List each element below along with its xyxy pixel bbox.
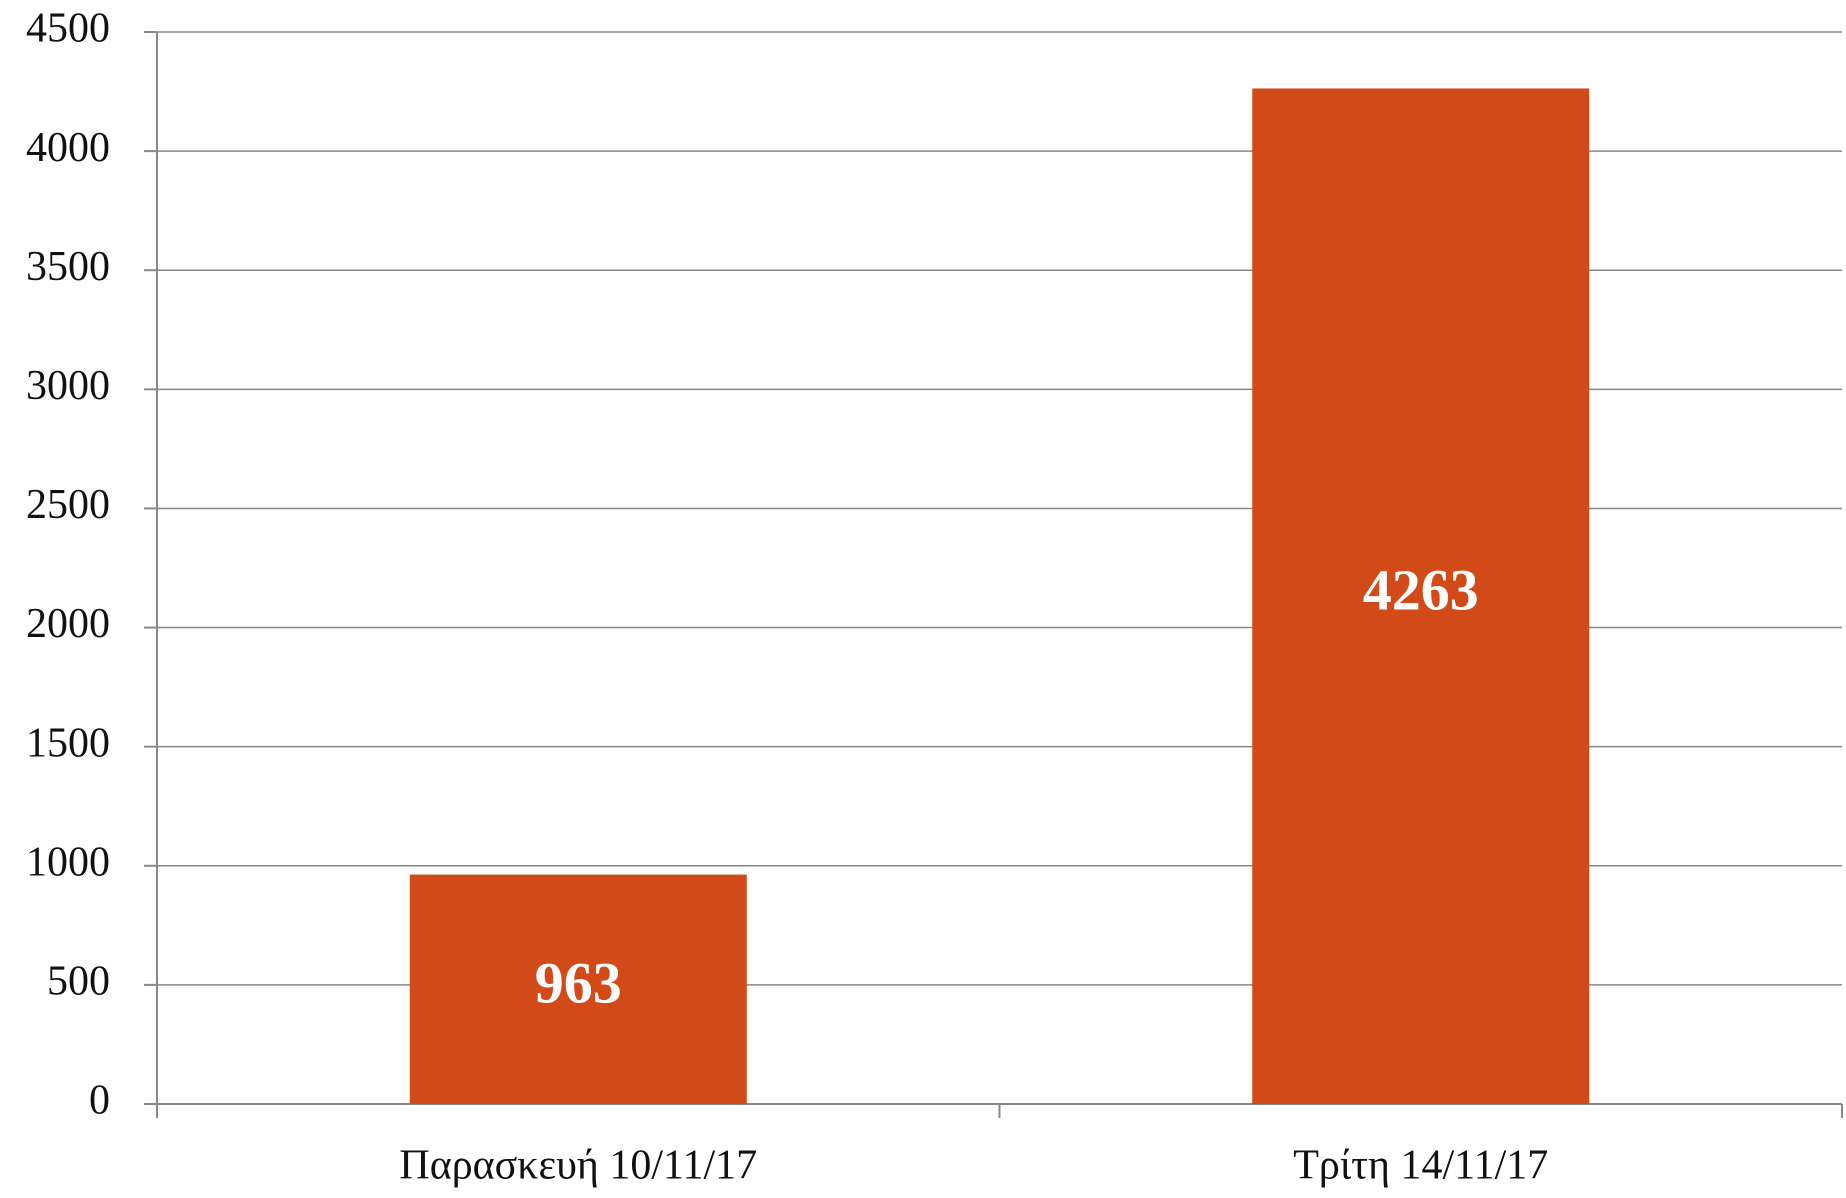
x-tick-label: Τρίτη 14/11/17: [1293, 1143, 1548, 1189]
y-tick-label: 1000: [26, 839, 110, 885]
x-tick-label: Παρασκευή 10/11/17: [399, 1143, 757, 1189]
data-label: 963: [535, 951, 622, 1016]
y-tick-label: 4000: [26, 125, 110, 171]
y-tick-label: 2000: [26, 601, 110, 647]
y-tick-label: 0: [89, 1078, 110, 1124]
bar: [409, 874, 747, 1104]
y-tick-label: 3000: [26, 363, 110, 409]
y-tick-label: 1500: [26, 720, 110, 766]
y-tick-label: 2500: [26, 482, 110, 528]
y-tick-label: 3500: [26, 244, 110, 290]
y-tick-label: 500: [47, 959, 110, 1005]
y-tick-label: 4500: [26, 6, 110, 52]
data-label: 4263: [1363, 558, 1479, 623]
bar: [1252, 88, 1590, 1104]
